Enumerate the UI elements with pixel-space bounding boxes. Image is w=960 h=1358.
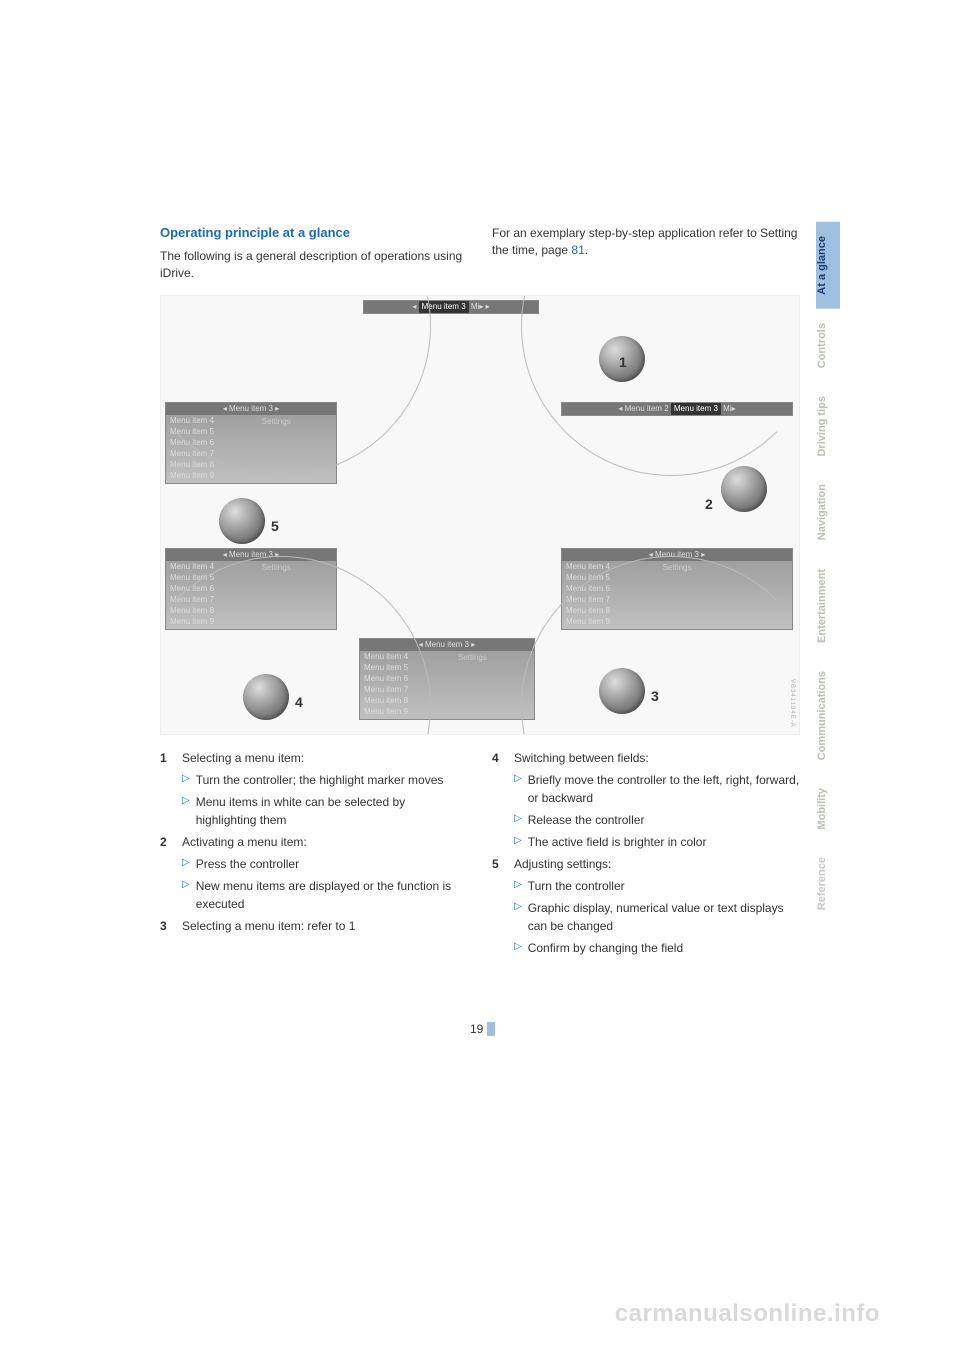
- curve-decoration: [160, 556, 431, 735]
- watermark: carmanualsonline.info: [615, 1300, 880, 1328]
- side-tabs: At a glance Controls Driving tips Naviga…: [816, 222, 840, 925]
- chev-left-icon: ◂: [223, 550, 227, 559]
- diagram-label-2: 2: [705, 496, 713, 512]
- intro-right-post: .: [585, 243, 588, 257]
- tab-communications[interactable]: Communications: [816, 657, 840, 774]
- tab-at-a-glance[interactable]: At a glance: [816, 222, 840, 309]
- instructions-left: 1 Selecting a menu item: ▷Turn the contr…: [160, 749, 468, 961]
- chev-right-icon: ▸: [486, 302, 490, 311]
- page-link-81[interactable]: 81: [571, 243, 584, 257]
- section-heading: Operating principle at a glance: [160, 225, 468, 240]
- triangle-bullet-icon: ▷: [514, 833, 522, 851]
- diagram-label-5: 5: [271, 518, 279, 534]
- tab-reference[interactable]: Reference: [816, 843, 840, 924]
- tab-mobility[interactable]: Mobility: [816, 774, 840, 844]
- tab-controls[interactable]: Controls: [816, 309, 840, 382]
- triangle-bullet-icon: ▷: [514, 939, 522, 957]
- triangle-bullet-icon: ▷: [514, 811, 522, 829]
- instruction-columns: 1 Selecting a menu item: ▷Turn the contr…: [160, 749, 800, 961]
- intro-col-right: For an exemplary step-by-step applicatio…: [492, 225, 800, 283]
- step-2: 2 Activating a menu item:: [160, 833, 468, 851]
- top-bar-extra: Mi▸: [471, 302, 483, 311]
- triangle-bullet-icon: ▷: [182, 855, 190, 873]
- intro-col-left: Operating principle at a glance The foll…: [160, 225, 468, 283]
- tab-navigation[interactable]: Navigation: [816, 470, 840, 554]
- intro-right-pre: For an exemplary step-by-step applicatio…: [492, 226, 797, 257]
- curve-decoration: [160, 295, 431, 476]
- tab-driving-tips[interactable]: Driving tips: [816, 382, 840, 471]
- page-number: 19: [470, 1022, 495, 1037]
- triangle-bullet-icon: ▷: [514, 899, 522, 935]
- triangle-bullet-icon: ▷: [182, 793, 190, 829]
- step-3: 3 Selecting a menu item: refer to 1: [160, 917, 468, 935]
- triangle-bullet-icon: ▷: [514, 877, 522, 895]
- intro-text-right: For an exemplary step-by-step applicatio…: [492, 225, 800, 260]
- step-1: 1 Selecting a menu item:: [160, 749, 468, 767]
- chev-right-icon: ▸: [701, 550, 705, 559]
- tab-entertainment[interactable]: Entertainment: [816, 555, 840, 657]
- controller-icon-2: [721, 466, 767, 512]
- page-number-bar: [487, 1022, 495, 1036]
- triangle-bullet-icon: ▷: [182, 771, 190, 789]
- step-4: 4 Switching between fields:: [492, 749, 800, 767]
- controller-icon-5: [219, 498, 265, 544]
- idrive-diagram: VB341194E-A ◂ Menu item 3 Mi▸ ▸ 1 ◂ Menu…: [160, 295, 800, 735]
- intro-text-left: The following is a general description o…: [160, 248, 468, 283]
- intro-columns: Operating principle at a glance The foll…: [160, 225, 800, 283]
- chev-right-icon: ▸: [471, 640, 475, 649]
- triangle-bullet-icon: ▷: [182, 877, 190, 913]
- instructions-right: 4 Switching between fields: ▷Briefly mov…: [492, 749, 800, 961]
- triangle-bullet-icon: ▷: [514, 771, 522, 807]
- curve-decoration: [521, 295, 800, 476]
- page-content: Operating principle at a glance The foll…: [160, 225, 800, 961]
- step-5: 5 Adjusting settings:: [492, 855, 800, 873]
